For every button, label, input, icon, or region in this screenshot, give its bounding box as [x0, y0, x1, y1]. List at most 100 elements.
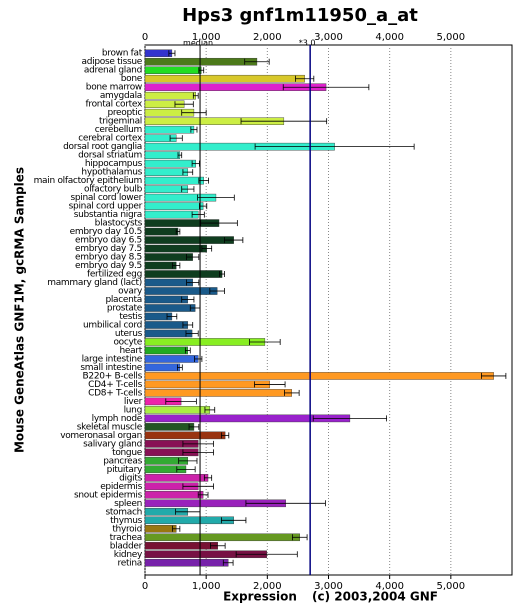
category-label: epidermis — [100, 482, 142, 492]
category-label: adrenal gland — [84, 66, 142, 76]
x-tick-label: 0 — [142, 581, 148, 592]
category-label: uterus — [115, 329, 143, 339]
x-tick-label-top: 5,000 — [437, 32, 466, 43]
category-label: vomeronasal organ — [60, 431, 142, 441]
category-label: brown fat — [102, 49, 143, 59]
median-multiple-label: *3.0 — [299, 39, 316, 48]
bar — [144, 423, 195, 431]
bar — [144, 253, 193, 261]
bar — [144, 168, 189, 176]
bar — [144, 474, 209, 482]
bar — [144, 91, 196, 100]
category-label: bone marrow — [86, 83, 142, 93]
bar — [144, 236, 234, 244]
bar — [144, 151, 181, 159]
category-label: embryo day 9.5 — [75, 261, 142, 271]
bar — [144, 558, 229, 567]
x-axis-label: Expression — [223, 590, 297, 604]
category-label: substantia nigra — [74, 210, 142, 220]
category-label: blastocysts — [95, 219, 143, 229]
category-label: lymph node — [92, 414, 143, 424]
category-label: embryo day 10.5 — [70, 227, 142, 237]
category-label: testis — [119, 312, 142, 322]
credit: (c) 2003,2004 GNF — [312, 590, 438, 604]
category-label: lung — [124, 405, 142, 415]
bar — [144, 304, 196, 312]
bar — [144, 321, 189, 329]
category-label: bone — [121, 74, 143, 84]
category-label: heart — [120, 346, 143, 356]
bar — [144, 159, 196, 168]
category-label: amygdala — [100, 91, 142, 101]
category-label: spleen — [114, 499, 142, 509]
bar — [144, 431, 226, 440]
chart-title: Hps3 gnf1m11950_a_at — [182, 5, 418, 26]
x-tick-label: 2,000 — [253, 581, 282, 592]
bar — [144, 227, 179, 236]
category-label: kidney — [114, 550, 143, 560]
bar — [144, 338, 266, 346]
bar — [144, 74, 305, 83]
category-label: frontal cortex — [86, 100, 143, 110]
bar — [144, 525, 177, 533]
bar — [144, 176, 204, 185]
bar — [144, 125, 195, 134]
category-label: fertilized egg — [87, 270, 142, 280]
bar — [144, 57, 258, 66]
category-label: B220+ B-cells — [83, 371, 143, 381]
bar — [144, 261, 177, 270]
category-label: cerebellum — [95, 125, 142, 135]
x-tick-label: 1,000 — [192, 581, 221, 592]
category-label: dorsal root ganglia — [63, 142, 142, 152]
category-label: thyroid — [112, 524, 142, 534]
category-label: embryo day 7.5 — [75, 244, 142, 254]
category-label: ovary — [118, 287, 143, 297]
category-label: prostate — [107, 304, 143, 314]
x-tick-label-top: 2,000 — [253, 32, 282, 43]
category-label: thymus — [110, 516, 143, 526]
x-tick-label-top: 0 — [142, 32, 148, 43]
category-label: trigeminal — [99, 117, 142, 127]
category-label: main olfactory epithelium — [34, 176, 142, 186]
category-label: pancreas — [103, 456, 142, 466]
bar — [144, 329, 193, 338]
bar — [144, 346, 189, 355]
x-tick-label: 4,000 — [375, 581, 404, 592]
category-label: placenta — [105, 295, 142, 305]
x-tick-label-top: 1,000 — [192, 32, 221, 43]
category-label: cerebral cortex — [78, 134, 143, 144]
median-label: median — [183, 39, 213, 48]
category-label: large intestine — [82, 354, 143, 364]
bar — [144, 244, 207, 253]
category-label: spinal cord lower — [70, 193, 142, 203]
category-label: hippocampus — [85, 159, 143, 169]
bar — [144, 389, 293, 397]
bar — [144, 202, 204, 210]
bar — [144, 49, 173, 58]
category-label: CD8+ T-cells — [88, 388, 142, 398]
category-label: liver — [124, 397, 143, 407]
bar — [144, 491, 204, 499]
category-label: salivary gland — [83, 439, 142, 449]
category-label: dorsal striatum — [78, 151, 142, 161]
bar — [144, 287, 218, 295]
category-label: stomach — [105, 507, 142, 517]
bar — [144, 355, 199, 363]
y-axis-label: Mouse GeneAtlas GNF1M, gcRMA Samples — [13, 167, 27, 453]
category-label: oocyte — [113, 337, 142, 347]
category-label: retina — [118, 558, 143, 568]
x-tick-label-top: 4,000 — [375, 32, 404, 43]
category-label: small intestine — [80, 363, 142, 373]
bar — [144, 210, 199, 219]
category-label: spinal cord upper — [69, 202, 143, 212]
x-tick-label-top: 3,000 — [314, 32, 343, 43]
bar — [144, 372, 494, 380]
category-label: mammary gland (lact) — [47, 278, 142, 288]
category-label: CD4+ T-cells — [88, 380, 142, 390]
category-label: digits — [119, 473, 142, 483]
category-label: snout epidermis — [74, 490, 143, 500]
bar — [144, 363, 181, 372]
category-label: tongue — [112, 448, 143, 458]
category-label: pituitary — [107, 465, 143, 475]
